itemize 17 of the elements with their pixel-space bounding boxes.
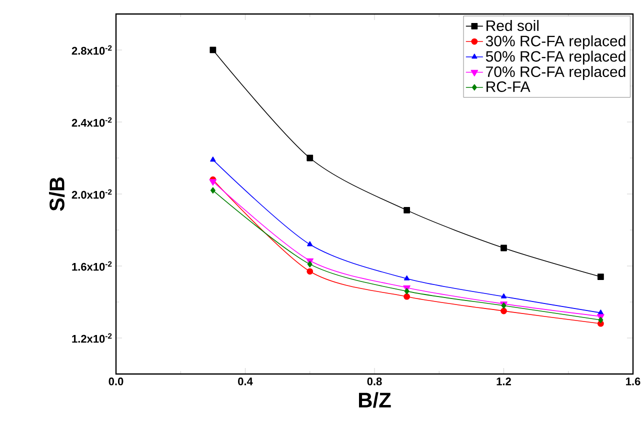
y-axis-title: S/B (49, 177, 65, 211)
y-tick-label: 2.0x10$^{-2}$ (72, 189, 112, 199)
x-tick-label: 0.0 (108, 378, 124, 386)
legend-label: 70% RC-FA replaced (486, 66, 626, 80)
x-tick-label: 0.8 (367, 378, 382, 386)
legend-label: 30% RC-FA replaced (486, 35, 626, 50)
x-tick-label: 0.4 (238, 378, 253, 386)
y-tick-label: 1.6x10$^{-2}$ (72, 261, 112, 271)
y-tick-label: 1.2x10$^{-2}$ (72, 333, 112, 343)
legend-label: 50% RC-FA replaced (486, 50, 626, 65)
x-axis-title: B/Z (358, 392, 391, 408)
x-tick-label: 1.2 (496, 378, 511, 386)
legend-label: Red soil (486, 20, 538, 31)
y-tick-label: 2.4x10$^{-2}$ (72, 117, 112, 127)
y-tick-label: 2.8x10$^{-2}$ (72, 45, 112, 55)
legend-label: RC-FA (486, 81, 530, 92)
x-tick-label: 1.6 (626, 378, 640, 386)
